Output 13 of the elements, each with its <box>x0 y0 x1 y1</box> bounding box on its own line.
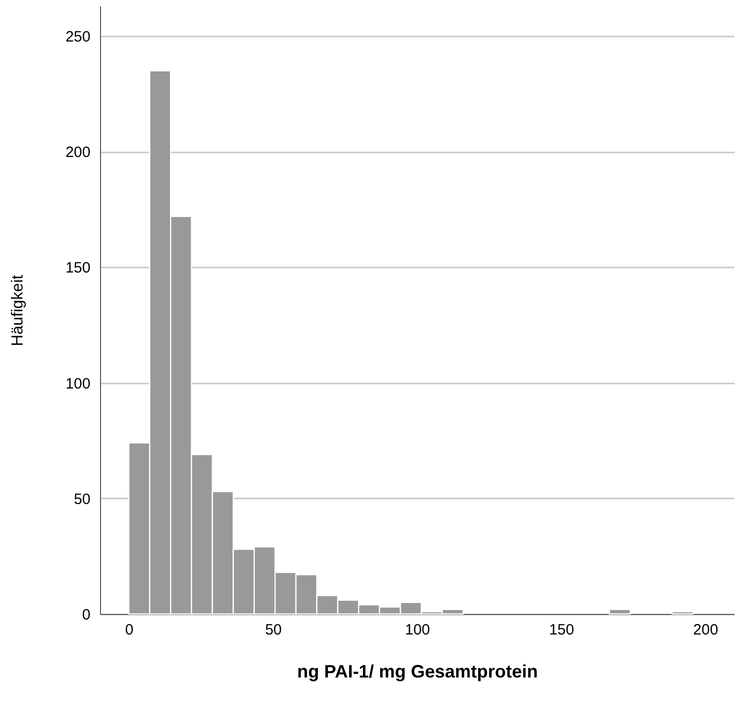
x-tick-label: 200 <box>693 622 718 638</box>
y-tick-label: 200 <box>65 144 90 162</box>
x-tick-label: 50 <box>265 622 282 638</box>
x-axis-title: ng PAI-1/ mg Gesamtprotein <box>297 662 538 682</box>
y-axis-title: Häufigkeit <box>9 274 26 346</box>
x-tick-label: 0 <box>125 622 134 638</box>
x-tick-label: 150 <box>549 622 574 638</box>
y-tick-label: 50 <box>74 490 90 508</box>
y-tick-label: 150 <box>65 260 90 277</box>
x-tick-label: 100 <box>404 622 430 638</box>
y-tick-label: 100 <box>65 375 90 392</box>
y-tick-label: 250 <box>65 28 90 46</box>
y-tick-label: 0 <box>82 606 90 624</box>
